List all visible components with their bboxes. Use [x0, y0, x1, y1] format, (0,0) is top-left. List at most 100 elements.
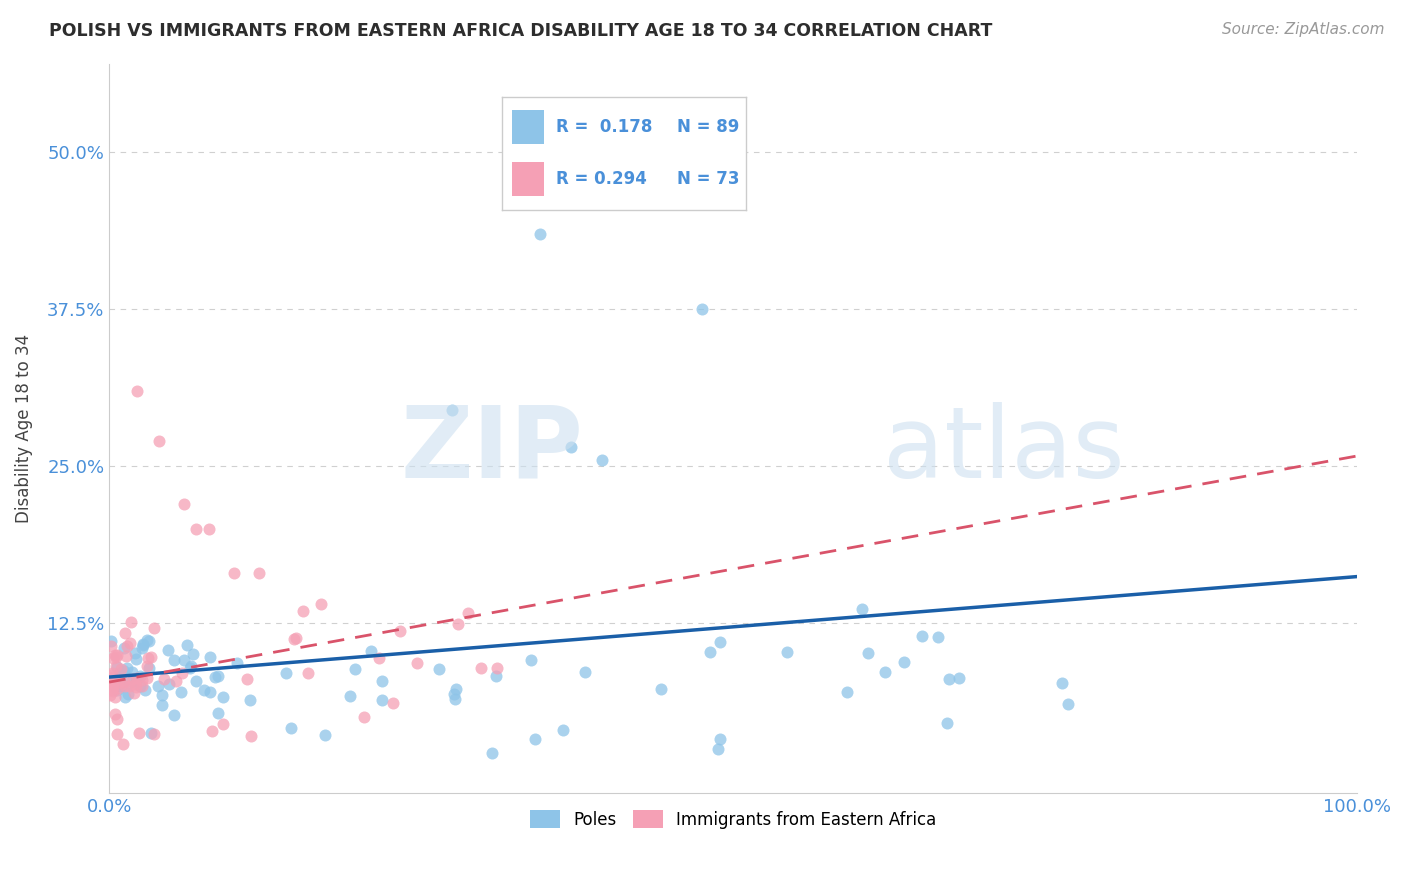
- Point: [120, 615, 142, 630]
- Point: [122, 672, 145, 686]
- Point: [441, 402, 464, 417]
- Point: [650, 681, 672, 696]
- Point: [936, 716, 959, 731]
- Point: [893, 656, 915, 670]
- Point: [201, 723, 224, 738]
- Point: [101, 677, 124, 691]
- Point: [371, 673, 394, 688]
- Point: [124, 677, 146, 691]
- Point: [114, 648, 136, 663]
- Point: [276, 665, 298, 680]
- Point: [371, 693, 394, 707]
- Point: [139, 650, 162, 665]
- Point: [406, 656, 429, 670]
- Point: [367, 651, 389, 665]
- Point: [105, 659, 128, 673]
- Point: [339, 690, 361, 704]
- Point: [139, 726, 162, 740]
- Point: [124, 652, 146, 666]
- Point: [112, 665, 135, 679]
- Point: [156, 643, 179, 657]
- Point: [101, 676, 124, 690]
- Point: [837, 684, 859, 698]
- Point: [114, 679, 136, 693]
- Point: [101, 670, 124, 684]
- Point: [198, 685, 221, 699]
- Point: [707, 742, 730, 756]
- Point: [858, 647, 880, 661]
- Point: [446, 681, 468, 696]
- Point: [690, 301, 713, 316]
- Text: ZIP: ZIP: [401, 401, 583, 499]
- Point: [129, 669, 152, 683]
- Point: [381, 696, 404, 710]
- Point: [131, 641, 153, 656]
- Point: [353, 709, 375, 723]
- Point: [100, 633, 122, 648]
- Point: [132, 637, 155, 651]
- Point: [142, 621, 165, 635]
- Point: [591, 452, 613, 467]
- Text: POLISH VS IMMIGRANTS FROM EASTERN AFRICA DISABILITY AGE 18 TO 34 CORRELATION CHA: POLISH VS IMMIGRANTS FROM EASTERN AFRICA…: [49, 22, 993, 40]
- Point: [114, 690, 136, 705]
- Point: [110, 662, 132, 676]
- Point: [163, 707, 186, 722]
- Point: [235, 673, 257, 687]
- Point: [150, 688, 173, 702]
- Point: [173, 497, 195, 511]
- Point: [100, 639, 122, 653]
- Point: [125, 680, 148, 694]
- Point: [118, 676, 141, 690]
- Point: [114, 625, 136, 640]
- Point: [170, 665, 193, 680]
- Point: [105, 683, 128, 698]
- Point: [207, 706, 229, 720]
- Point: [927, 630, 949, 644]
- Point: [117, 687, 139, 701]
- Point: [107, 676, 129, 690]
- Point: [129, 679, 152, 693]
- Point: [193, 682, 215, 697]
- Point: [280, 721, 302, 735]
- Point: [1050, 676, 1073, 690]
- Point: [239, 692, 262, 706]
- Point: [112, 675, 135, 690]
- Point: [98, 688, 121, 702]
- Point: [211, 716, 233, 731]
- Point: [131, 638, 153, 652]
- Point: [470, 660, 492, 674]
- Point: [104, 649, 127, 664]
- Point: [107, 712, 129, 726]
- Point: [486, 661, 509, 675]
- Point: [443, 692, 465, 706]
- Point: [104, 706, 127, 721]
- Point: [529, 227, 551, 241]
- Point: [443, 687, 465, 701]
- Point: [709, 732, 731, 747]
- Point: [143, 727, 166, 741]
- Point: [291, 603, 314, 617]
- Point: [101, 680, 124, 694]
- Point: [284, 631, 307, 645]
- Point: [170, 685, 193, 699]
- Point: [100, 668, 122, 682]
- Point: [207, 669, 229, 683]
- Point: [165, 673, 187, 688]
- Point: [485, 668, 508, 682]
- Point: [222, 566, 245, 580]
- Point: [101, 665, 124, 680]
- Point: [124, 672, 146, 686]
- Point: [118, 679, 141, 693]
- Point: [150, 698, 173, 713]
- Point: [107, 648, 129, 663]
- Point: [117, 639, 139, 653]
- Point: [107, 681, 129, 695]
- Point: [136, 633, 159, 648]
- Point: [360, 644, 382, 658]
- Point: [110, 666, 132, 681]
- Y-axis label: Disability Age 18 to 34: Disability Age 18 to 34: [15, 334, 32, 523]
- Point: [186, 522, 208, 536]
- Point: [240, 729, 263, 743]
- Point: [121, 665, 143, 679]
- Point: [179, 661, 201, 675]
